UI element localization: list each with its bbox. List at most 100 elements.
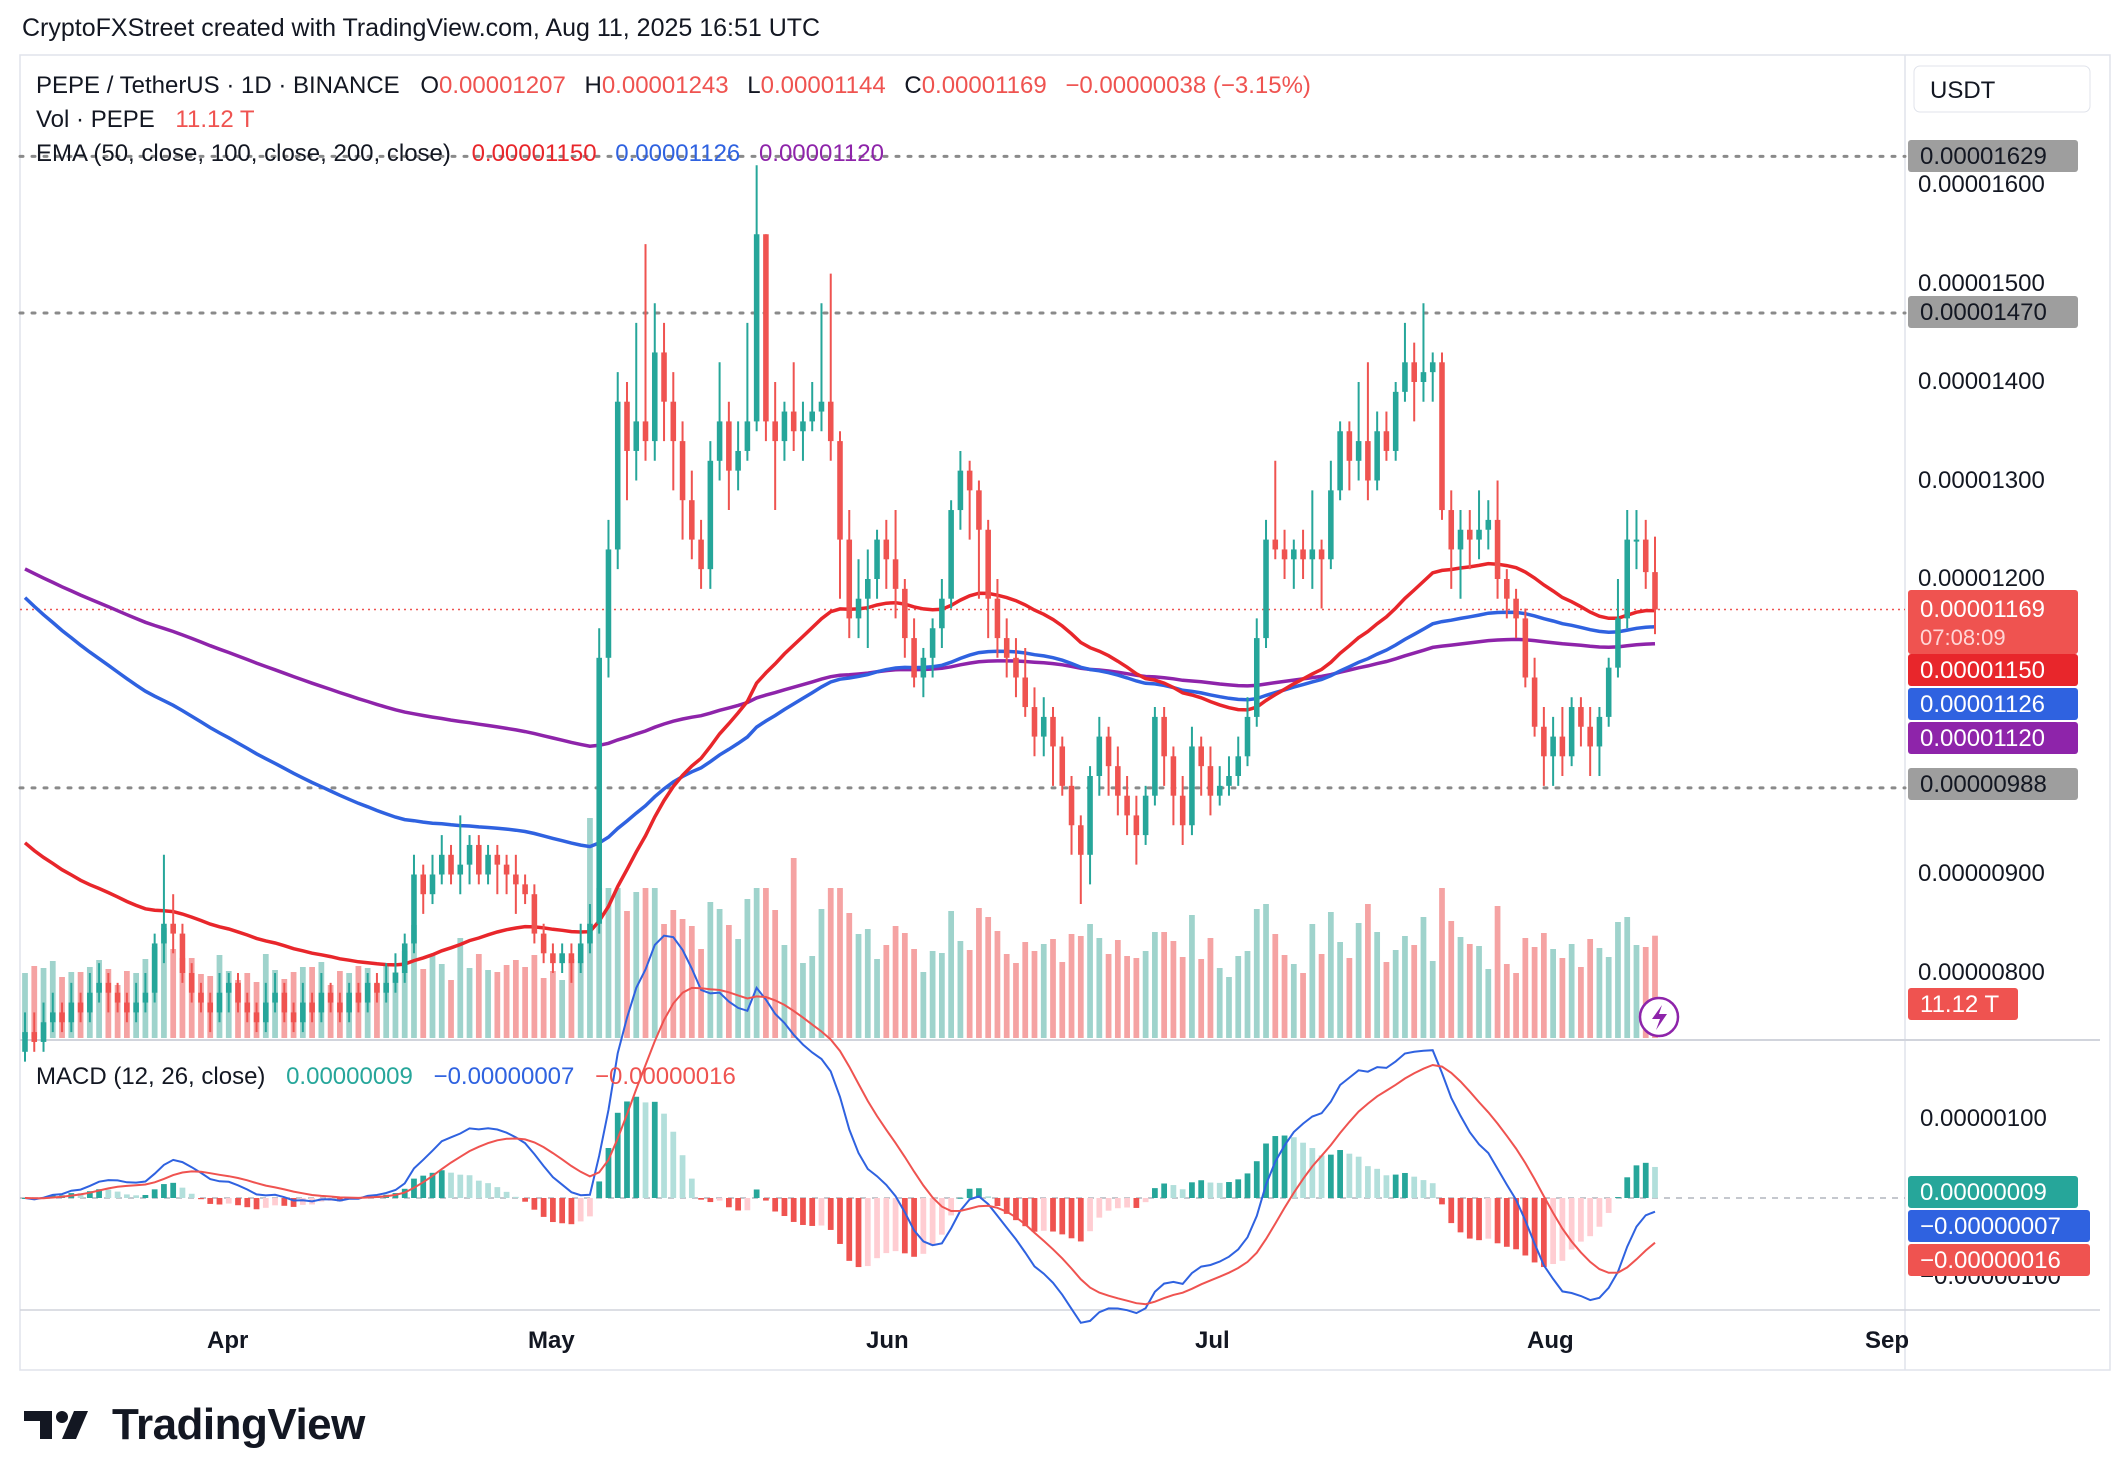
macd-histogram-bar [1327,1154,1334,1198]
candle-body [1633,539,1640,542]
price-axis[interactable]: 0.00001600 0.00001500 0.00001400 0.00001… [1918,171,2045,986]
macd-histogram-bar [966,1188,973,1198]
price-tick: 0.00001400 [1918,368,2045,395]
volume-bar [966,950,973,1038]
candle-body [198,992,204,1003]
legend-volume-label[interactable]: Vol · PEPE [36,106,155,133]
volume-bar [763,888,769,1038]
svg-text:MACD (12, 26, close) 0.0: MACD (12, 26, close) 0.00000009 −0.00000… [36,1063,736,1090]
volume-bar [892,926,899,1038]
volume-bar [1040,944,1047,1038]
volume-bar [1439,888,1445,1038]
macd-histogram-bar [1031,1198,1038,1232]
legend-macd-signal: −0.00000016 [595,1063,736,1090]
candle-body [40,1022,47,1042]
candle-body [707,460,714,570]
candle-body [392,973,399,983]
volume-bar [1013,963,1019,1038]
candle-body [550,953,556,964]
volume-bar [1216,968,1223,1038]
candle-body [1541,726,1547,757]
macd-histogram-bar [596,1181,603,1198]
currency-button[interactable]: USDT [1913,65,2091,113]
candle-body [87,992,93,1013]
candle-body [846,539,853,619]
volume-bar [1198,959,1205,1038]
svg-text:EMA (50, close, 100, close, 20: EMA (50, close, 100, close, 200, close) … [36,140,884,167]
legend-symbol[interactable]: PEPE / TetherUS · 1D · BINANCE [36,72,400,99]
macd-histogram-bar [133,1195,140,1198]
candle-body [225,982,232,993]
price-tick: 0.00001200 [1918,565,2045,592]
candle-body [1189,746,1195,826]
time-tick: Aug [1527,1327,1574,1354]
candle-body [374,982,380,993]
candle-body [929,628,936,658]
legend-volume-value: 11.12 T [175,106,255,133]
volume-bar [633,892,640,1038]
candle-body [1448,510,1455,550]
candle-body [1374,431,1380,481]
volume-bar [1494,906,1501,1038]
legend-macd-label[interactable]: MACD (12, 26, close) [36,1063,265,1090]
candle-body [1318,549,1325,560]
volume-bar [1624,917,1631,1038]
candle-body [1115,766,1121,796]
candle-body [605,549,612,658]
lightning-icon[interactable] [1638,996,1680,1038]
volume-bar [1476,946,1482,1038]
legend-ema-label[interactable]: EMA (50, close, 100, close, 200, close) [36,140,451,167]
tradingview-chart[interactable]: 0.00001600 0.00001500 0.00001400 0.00001… [0,0,2116,1400]
candle-body [1152,716,1158,796]
candle-body [77,1002,84,1013]
volume-bar [651,888,658,1038]
ema-lines [23,561,1656,967]
volume-bar [485,970,491,1038]
macd-histogram-bar [855,1198,862,1268]
candle-body [1207,766,1214,796]
candle-body [837,441,843,540]
macd-histogram-bar [438,1170,445,1198]
candle-body [1216,785,1223,796]
volume-bar [1615,922,1621,1038]
volume-bar [1050,939,1056,1038]
candle-body [1235,756,1242,776]
candle-body [300,1002,306,1023]
volume-bar [503,965,510,1038]
time-tick: Jul [1195,1327,1230,1354]
macd-histogram-bar [1300,1142,1306,1198]
candle-body [661,352,667,402]
macd-histogram-bar [512,1196,519,1198]
candle-body [1429,362,1436,373]
candle-body [1439,362,1445,511]
volume-bar [800,963,806,1038]
candle-body [1040,716,1047,737]
candle-body [290,1012,297,1023]
volume-bar [1309,924,1316,1038]
macd-signal-badge: −0.00000016 [1920,1247,2061,1274]
candle-body [1596,716,1603,747]
time-axis[interactable]: Apr May Jun Jul Aug Sep [207,1327,1909,1354]
tradingview-logo[interactable]: TradingView [22,1400,365,1450]
volume-bar [559,980,566,1038]
candle-body [1365,441,1371,481]
candle-body [781,411,788,442]
volume-bar [874,959,880,1038]
volume-bar [1522,938,1529,1038]
volume-bar [1068,934,1075,1038]
candle-body [383,982,389,993]
macd-histogram-bar [1615,1197,1621,1199]
macd-histogram-bar [559,1198,566,1224]
macd-histogram-bar [1226,1182,1232,1198]
candle-body [207,1002,214,1013]
candle-body [50,1012,56,1023]
volume-bar [161,928,167,1038]
candle-body [281,992,288,1013]
candle-body [809,411,815,422]
candle-body [1022,677,1029,708]
macd-histogram-bar [1568,1198,1575,1250]
volume-bar [1207,938,1214,1038]
macd-histogram-bar [1605,1198,1612,1213]
candle-body [1485,519,1492,530]
candle-body [476,844,482,875]
